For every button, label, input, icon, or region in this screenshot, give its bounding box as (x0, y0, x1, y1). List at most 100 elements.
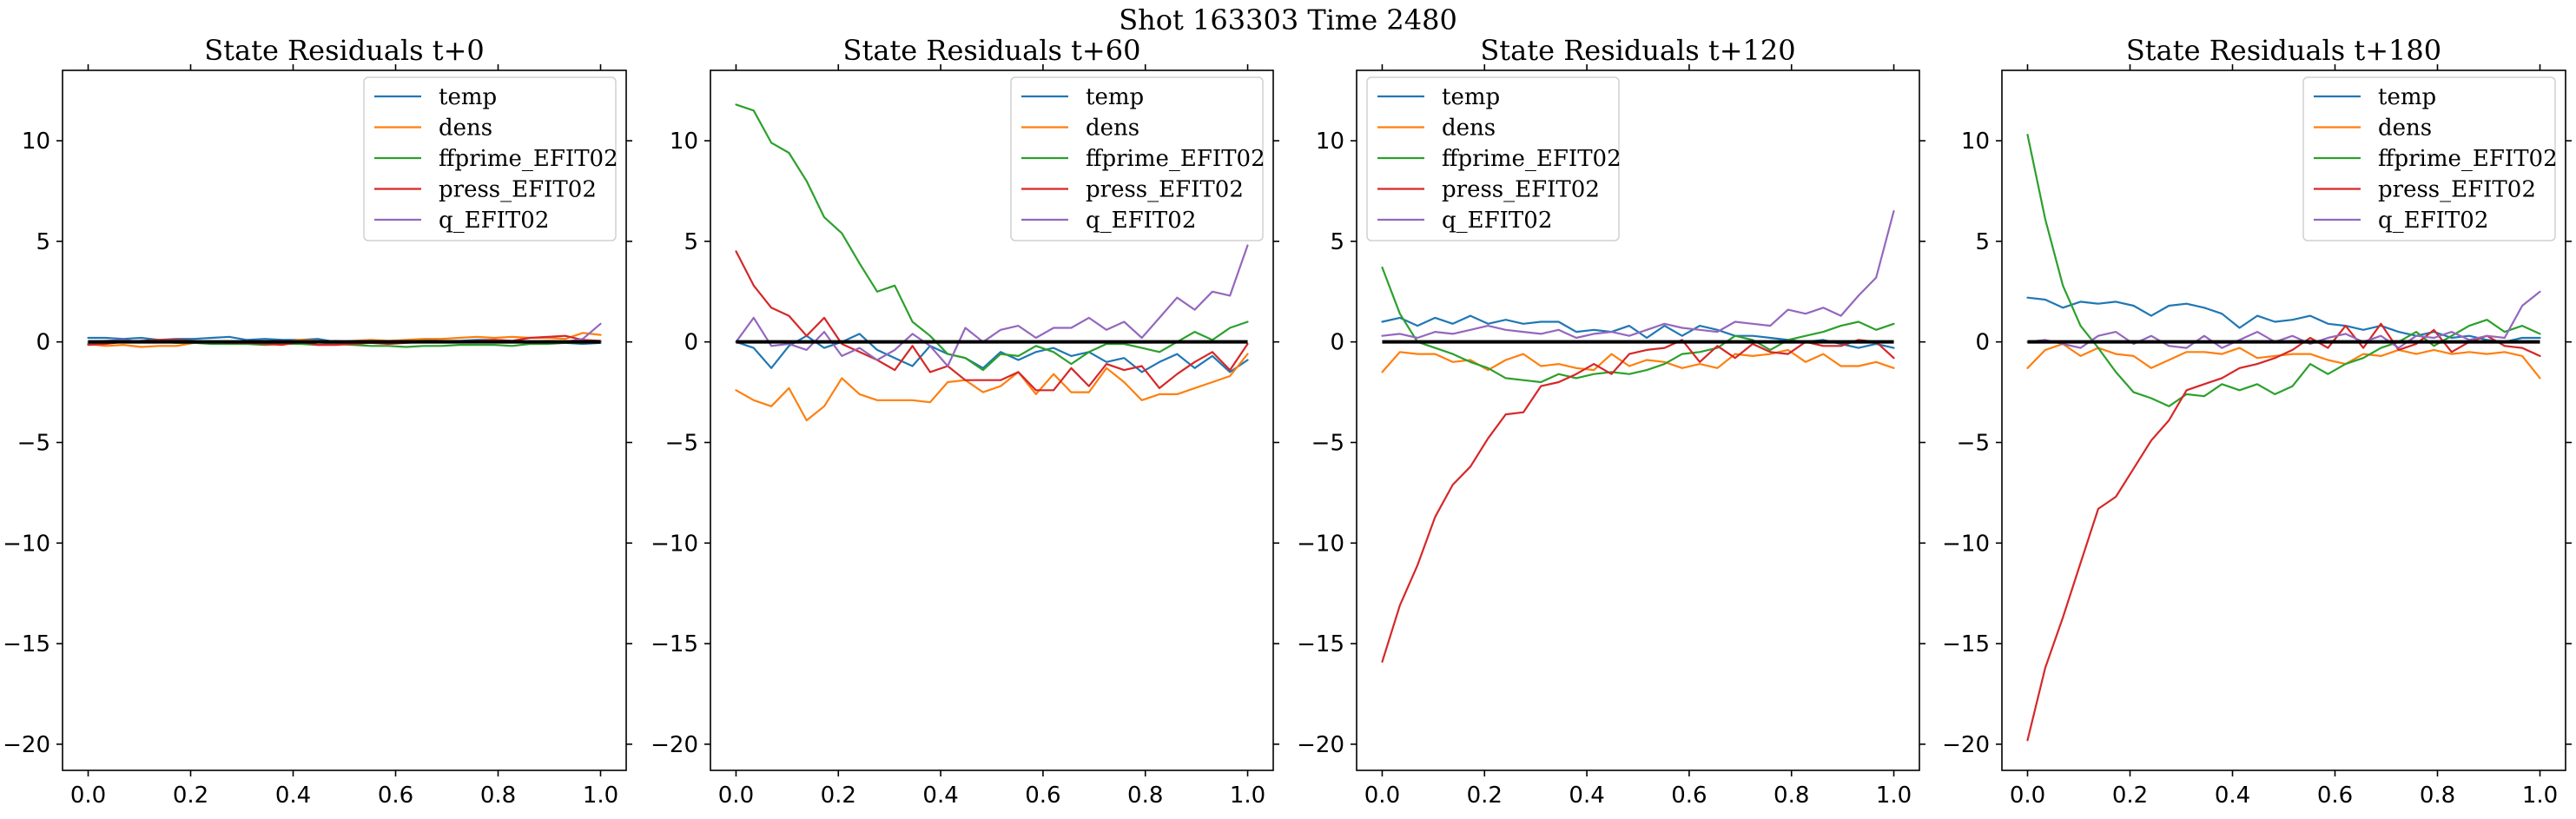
x-tick-label: 1.0 (2522, 783, 2558, 809)
series-line-ffprime_EFIT02 (735, 103, 1249, 372)
legend-label: q_EFIT02 (439, 208, 549, 234)
y-tick-label: 5 (1330, 229, 1344, 255)
series-line-q_EFIT02 (1381, 210, 1895, 340)
x-tick-label: 1.0 (1230, 783, 1265, 809)
y-tick-label: −10 (1942, 531, 1990, 557)
x-tick-label: 0.6 (2317, 783, 2353, 809)
legend-frame (363, 76, 617, 241)
legend-label: ffprime_EFIT02 (2378, 146, 2558, 172)
legend-frame (1010, 76, 1264, 241)
y-tick-label: 10 (1961, 129, 1990, 155)
subplot-title: State Residuals t+180 (2126, 34, 2441, 67)
y-tick-label: 0 (1330, 330, 1344, 356)
x-tick-label: 0.8 (2420, 783, 2455, 809)
x-tick-label: 0.8 (480, 783, 516, 809)
series-line-ffprime_EFIT02 (1381, 266, 1895, 384)
legend: temp dens ffprime_EFIT02 press_EFIT02 q_EFIT… (1366, 76, 1622, 241)
legend-frame (2302, 76, 2556, 241)
legend-label: ffprime_EFIT02 (439, 146, 618, 172)
subplot-1: State Residuals t+0 0.0 0.2 0.4 0.6 0.8 1.0 −20… (3, 34, 632, 809)
series-line-dens (735, 353, 1249, 422)
y-tick-label: 5 (684, 229, 698, 255)
y-tick-label: 10 (670, 129, 698, 155)
x-tick-label: 0.0 (1364, 783, 1400, 809)
x-tick-label: 0.4 (922, 783, 958, 809)
x-tick-label: 0.2 (821, 783, 856, 809)
y-tick-label: −15 (3, 631, 50, 657)
subplot-2: State Residuals t+60 0.0 0.2 0.4 0.6 0.8 1.0 −2… (651, 34, 1279, 809)
x-tick-label: 0.8 (1773, 783, 1809, 809)
legend-label: press_EFIT02 (1442, 177, 1600, 203)
x-tick-label: 0.6 (1671, 783, 1707, 809)
y-tick-label: −20 (651, 732, 698, 758)
x-tick-label: 0.0 (2010, 783, 2045, 809)
legend-label: ffprime_EFIT02 (1442, 146, 1622, 172)
x-tick-label: 0.4 (2215, 783, 2250, 809)
y-tick-label: 0 (36, 330, 50, 356)
legend-frame (1366, 76, 1620, 241)
series-line-dens (2026, 342, 2541, 380)
x-tick-label: 0.2 (173, 783, 208, 809)
y-tick-label: −10 (651, 531, 698, 557)
legend-label: press_EFIT02 (2378, 177, 2536, 203)
y-tick-label: −5 (665, 430, 698, 456)
y-tick-label: 5 (36, 229, 50, 255)
x-tick-label: 0.2 (2112, 783, 2148, 809)
x-tick-label: 0.0 (70, 783, 106, 809)
legend: temp dens ffprime_EFIT02 press_EFIT02 q_EFIT… (1010, 76, 1265, 241)
x-tick-label: 0.0 (718, 783, 754, 809)
series-line-temp (2026, 296, 2541, 343)
y-tick-label: −20 (1297, 732, 1344, 758)
legend-label: dens (2378, 116, 2432, 142)
axes-frame (62, 69, 627, 771)
x-tick-label: 0.8 (1127, 783, 1163, 809)
y-tick-label: −15 (1942, 631, 1990, 657)
subplot-4: State Residuals t+180 0.0 0.2 0.4 0.6 0.8 1.0 −… (1942, 34, 2572, 809)
x-tick-label: 0.6 (1025, 783, 1060, 809)
legend: temp dens ffprime_EFIT02 press_EFIT02 q_EFIT… (2302, 76, 2558, 241)
legend-label: q_EFIT02 (1086, 208, 1196, 234)
legend: temp dens ffprime_EFIT02 press_EFIT02 q_EFIT… (363, 76, 618, 241)
x-tick-label: 1.0 (1876, 783, 1912, 809)
subplot-3: State Residuals t+120 0.0 0.2 0.4 0.6 0.8 1.0 −… (1297, 34, 1925, 809)
y-tick-label: −20 (3, 732, 50, 758)
y-tick-label: 10 (22, 129, 50, 155)
series-line-dens (1381, 348, 1895, 373)
y-tick-label: 10 (1316, 129, 1344, 155)
series-line-temp (735, 333, 1249, 373)
y-tick-label: 0 (684, 330, 698, 356)
series-line-press_EFIT02 (735, 250, 1249, 392)
x-tick-label: 0.4 (275, 783, 311, 809)
x-tick-label: 1.0 (583, 783, 618, 809)
y-tick-label: −5 (17, 430, 50, 456)
y-tick-label: 5 (1975, 229, 1990, 255)
x-tick-label: 0.6 (378, 783, 413, 809)
figure-suptitle: Shot 163303 Time 2480 (1119, 3, 1457, 36)
legend-label: temp (1442, 84, 1500, 110)
y-tick-label: −15 (651, 631, 698, 657)
subplot-title: State Residuals t+60 (843, 34, 1141, 67)
legend-label: dens (1086, 116, 1139, 142)
subplot-title: State Residuals t+0 (204, 34, 485, 67)
series-line-q_EFIT02 (2026, 290, 2541, 349)
y-tick-label: −15 (1297, 631, 1344, 657)
x-tick-label: 0.4 (1569, 783, 1604, 809)
legend-label: dens (1442, 116, 1496, 142)
y-tick-label: −10 (3, 531, 50, 557)
legend-label: dens (439, 116, 492, 142)
y-tick-label: −5 (1957, 430, 1990, 456)
y-tick-label: −20 (1942, 732, 1990, 758)
legend-label: press_EFIT02 (1086, 177, 1244, 203)
series-line-press_EFIT02 (1381, 339, 1895, 664)
legend-label: temp (439, 84, 497, 110)
series-line-q_EFIT02 (735, 244, 1249, 367)
y-tick-label: 0 (1975, 330, 1990, 356)
y-tick-label: −5 (1311, 430, 1344, 456)
series-line-press_EFIT02 (2026, 322, 2541, 742)
legend-label: press_EFIT02 (439, 177, 597, 203)
legend-label: temp (1086, 84, 1144, 110)
axes-frame (2001, 69, 2566, 771)
legend-label: temp (2378, 84, 2436, 110)
y-tick-label: −10 (1297, 531, 1344, 557)
